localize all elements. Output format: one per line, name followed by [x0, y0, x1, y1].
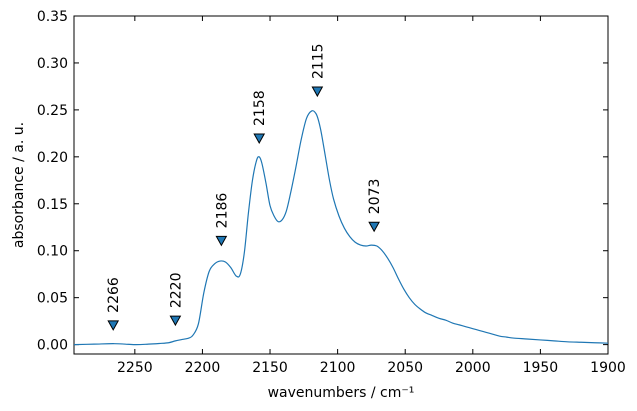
x-tick-label: 2200 — [185, 360, 221, 376]
peak-label: 2158 — [252, 90, 268, 126]
x-axis-title: wavenumbers / cm⁻¹ — [268, 385, 415, 401]
peak-label: 2266 — [106, 277, 122, 313]
peak-marker-2115 — [311, 86, 324, 98]
x-tick-label: 2150 — [252, 360, 288, 376]
peak-label: 2115 — [310, 43, 326, 79]
plot-area-frame — [73, 15, 609, 355]
y-tick-label: 0.10 — [37, 244, 68, 260]
y-tick-label: 0.25 — [37, 103, 68, 119]
x-axis-ticks: 2250 2200 2150 2100 2050 2000 1950 1900 — [117, 16, 626, 376]
y-tick-label: 0.20 — [37, 150, 68, 166]
x-tick-label: 2000 — [455, 360, 491, 376]
peak-label: 2220 — [168, 272, 184, 308]
y-axis-title: absorbance / a. u. — [11, 122, 27, 248]
x-tick-label: 2100 — [320, 360, 356, 376]
peak-markers: 2266 2220 2186 2158 2115 2073 — [106, 43, 383, 331]
x-tick-label: 2250 — [117, 360, 153, 376]
y-tick-label: 0.35 — [37, 9, 68, 25]
peak-marker-2073 — [368, 221, 380, 233]
y-tick-label: 0.15 — [37, 197, 68, 213]
peak-marker-2220 — [169, 315, 182, 327]
spectrum-line — [73, 110, 609, 346]
peak-marker-2266 — [107, 320, 120, 331]
x-tick-label: 1950 — [523, 360, 559, 376]
x-tick-label: 1900 — [590, 360, 626, 376]
y-tick-label: 0.30 — [37, 56, 68, 72]
peak-marker-2186 — [215, 235, 228, 247]
y-tick-label: 0.00 — [37, 338, 68, 354]
y-tick-label: 0.05 — [37, 291, 68, 307]
y-axis-ticks: 0.00 0.05 0.10 0.15 0.20 0.25 0.30 0.35 — [37, 9, 608, 354]
peak-label: 2073 — [367, 179, 383, 215]
peak-label: 2186 — [214, 193, 230, 229]
x-tick-label: 2050 — [387, 360, 423, 376]
peak-marker-2158 — [253, 133, 266, 145]
